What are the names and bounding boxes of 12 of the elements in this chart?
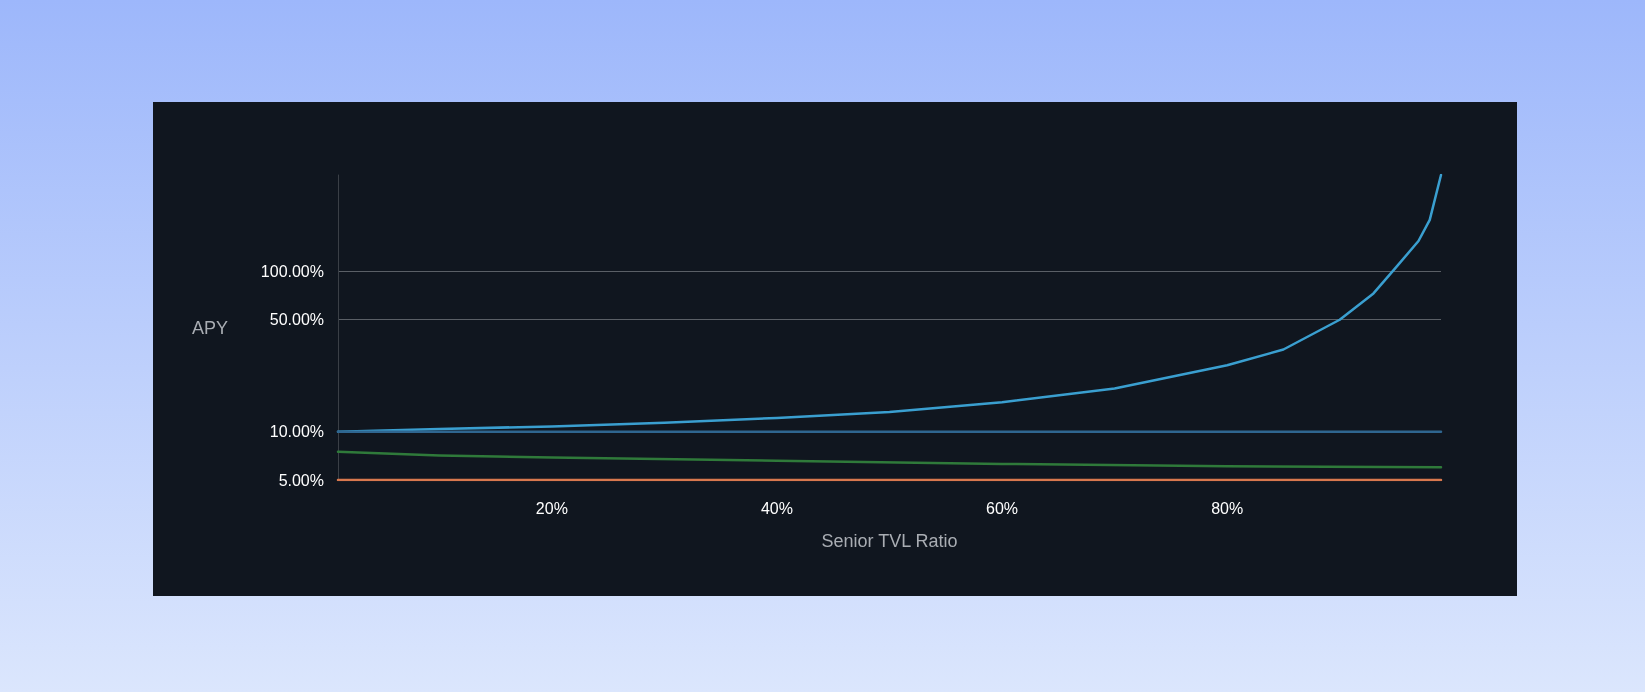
x-axis-title: Senior TVL Ratio (821, 531, 958, 551)
line-series (336, 173, 1443, 434)
y-axis-title: APY (191, 317, 228, 338)
y-tick-label: 50.00% (269, 311, 324, 329)
x-tick-label: 40% (760, 499, 793, 517)
y-tick-label: 100.00% (260, 262, 324, 280)
y-tick-label: 5.00% (278, 471, 324, 489)
x-tick-label: 20% (535, 499, 568, 517)
x-tick-label: 80% (1211, 499, 1244, 517)
x-tick-label: 60% (986, 499, 1019, 517)
line-series (336, 450, 1443, 469)
y-tick-label: 10.00% (269, 423, 324, 441)
